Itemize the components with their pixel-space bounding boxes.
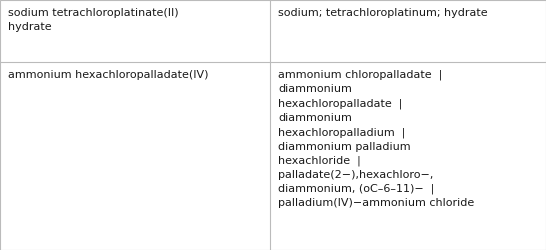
Text: sodium tetrachloroplatinate(II)
hydrate: sodium tetrachloroplatinate(II) hydrate [8,8,179,32]
Text: ammonium chloropalladate  |
diammonium
hexachloropalladate  |
diammonium
hexachl: ammonium chloropalladate | diammonium he… [278,70,474,208]
Text: sodium; tetrachloroplatinum; hydrate: sodium; tetrachloroplatinum; hydrate [278,8,488,18]
Text: ammonium hexachloropalladate(IV): ammonium hexachloropalladate(IV) [8,70,209,80]
